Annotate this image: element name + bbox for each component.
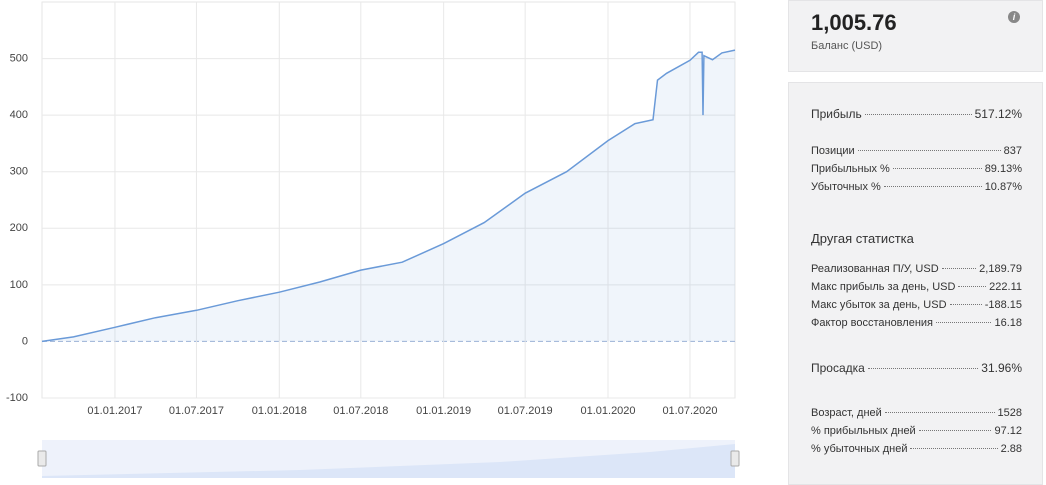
stats-box: Прибыль 517.12% Позиции 837 Прибыльных % 89.1… — [788, 82, 1043, 485]
stat-label: Макс убыток за день, USD — [811, 299, 947, 311]
leader — [918, 430, 992, 431]
stat-label: Макс прибыль за день, USD — [811, 281, 956, 293]
leader — [867, 368, 979, 369]
x-tick-label: 01.01.2017 — [87, 405, 142, 417]
stat-label: Реализованная П/У, USD — [811, 263, 939, 275]
stat-row: Макс прибыль за день, USD 222.11 — [811, 280, 1022, 294]
stat-value: 1528 — [997, 407, 1022, 419]
chart: -100 0 100 200 300 400 500 01.01.2017 01.07.2017… — [6, 1, 740, 478]
y-tick-label: -100 — [6, 392, 28, 404]
x-tick-label: 01.01.2018 — [252, 405, 307, 417]
balance-box: 1,005.76 Баланс (USD) i — [788, 0, 1043, 72]
stat-value: -188.15 — [984, 299, 1022, 311]
navigator-handle[interactable] — [730, 450, 740, 467]
stat-value: 837 — [1003, 145, 1022, 157]
stat-label: Прибыль — [811, 107, 862, 121]
leader — [857, 150, 1001, 151]
y-tick-label: 0 — [22, 335, 28, 347]
leader — [910, 448, 998, 449]
leader — [936, 322, 992, 323]
balance-value: 1,005.76 — [811, 10, 897, 35]
info-icon[interactable]: i — [1008, 11, 1020, 23]
stat-value: 89.13% — [984, 163, 1022, 175]
x-tick-label: 01.07.2017 — [169, 405, 224, 417]
stat-label: Позиции — [811, 145, 855, 157]
stat-row: Прибыльных % 89.13% — [811, 162, 1022, 176]
stat-row: Позиции 837 — [811, 144, 1022, 158]
y-tick-label: 300 — [10, 166, 28, 178]
stat-label: Прибыльных % — [811, 163, 890, 175]
stat-value: 2,189.79 — [979, 263, 1022, 275]
area — [42, 50, 735, 342]
x-tick-label: 01.01.2019 — [416, 405, 471, 417]
stat-value: 517.12% — [974, 107, 1022, 121]
stat-row: Реализованная П/У, USD 2,189.79 — [811, 262, 1022, 276]
leader — [892, 168, 982, 169]
group-title: Другая статистка — [811, 231, 914, 246]
balance-label: Баланс (USD) — [811, 40, 883, 52]
stat-value: 10.87% — [984, 181, 1022, 193]
navigator-handle[interactable] — [37, 450, 47, 467]
stat-row: Убыточных % 10.87% — [811, 180, 1022, 194]
stat-value: 97.12 — [994, 425, 1022, 437]
leader — [949, 304, 982, 305]
stat-value: 16.18 — [994, 317, 1022, 329]
stat-row: Просадка 31.96% — [811, 361, 1022, 375]
leader — [883, 186, 982, 187]
leader — [958, 286, 987, 287]
y-tick-label: 100 — [10, 279, 28, 291]
leader — [941, 268, 977, 269]
stat-value: 31.96% — [981, 361, 1022, 375]
stat-row: Возраст, дней 1528 — [811, 406, 1022, 420]
leader — [884, 412, 995, 413]
stat-row: % убыточных дней 2.88 — [811, 442, 1022, 456]
stat-row: % прибыльных дней 97.12 — [811, 424, 1022, 438]
x-tick-label: 01.07.2018 — [333, 405, 388, 417]
y-tick-label: 200 — [10, 222, 28, 234]
navigator-area — [42, 444, 735, 478]
x-tick-label: 01.01.2020 — [580, 405, 635, 417]
stat-label: Фактор восстановления — [811, 317, 933, 329]
y-tick-label: 400 — [10, 109, 28, 121]
y-tick-label: 500 — [10, 52, 28, 64]
stat-value: 2.88 — [1000, 443, 1022, 455]
stat-label: % убыточных дней — [811, 443, 908, 455]
leader — [864, 114, 972, 115]
stat-label: % прибыльных дней — [811, 425, 916, 437]
line — [41, 49, 736, 343]
stat-value: 222.11 — [989, 281, 1022, 293]
stat-label: Возраст, дней — [811, 407, 882, 419]
stat-row: Макс убыток за день, USD -188.15 — [811, 298, 1022, 312]
x-tick-label: 01.07.2019 — [498, 405, 553, 417]
x-tick-label: 01.07.2020 — [662, 405, 717, 417]
stat-row: Фактор восстановления 16.18 — [811, 316, 1022, 330]
stat-row: Прибыль 517.12% — [811, 107, 1022, 121]
stat-label: Просадка — [811, 361, 865, 375]
stat-label: Убыточных % — [811, 181, 881, 193]
